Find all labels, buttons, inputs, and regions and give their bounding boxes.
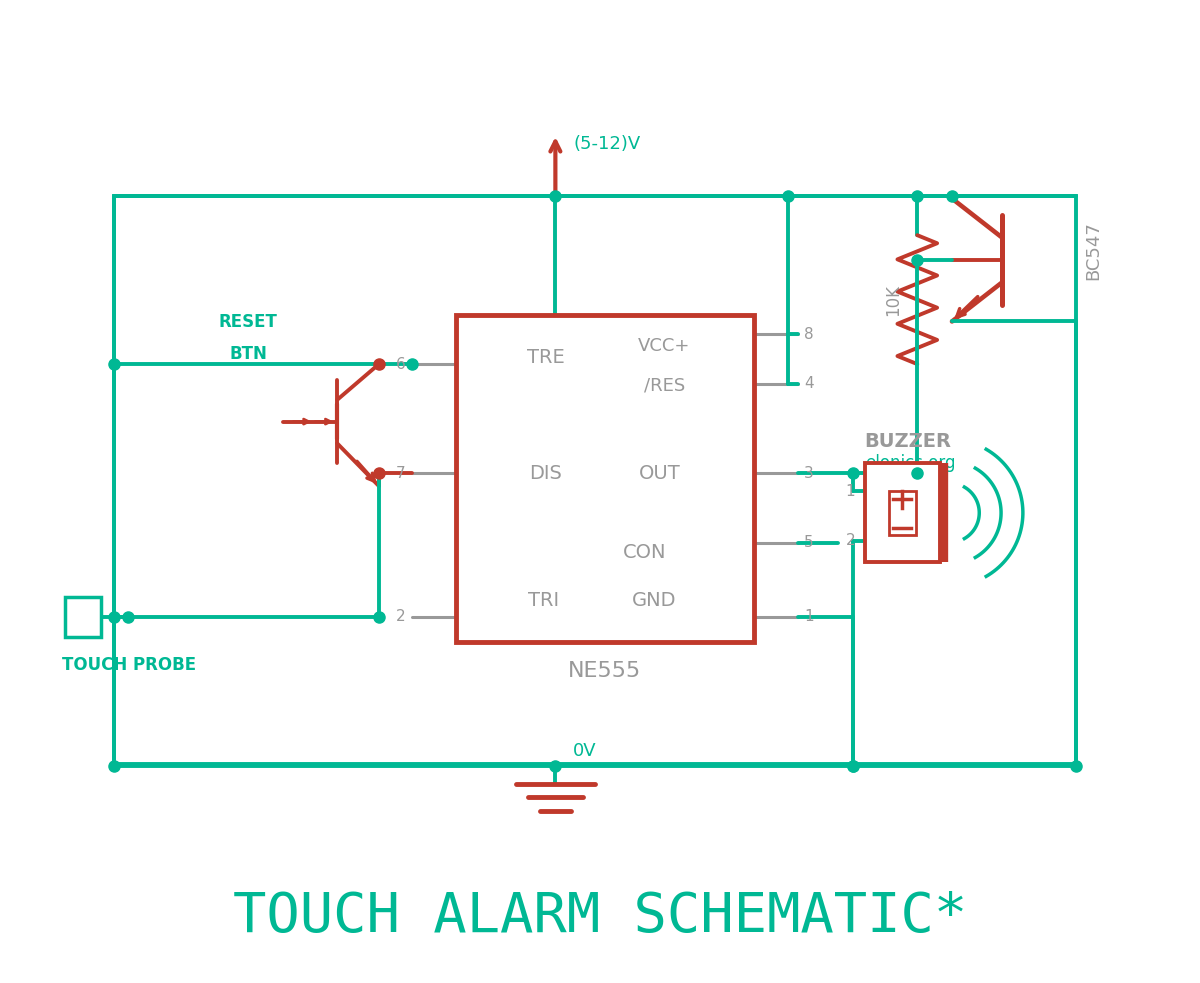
Bar	[865, 463, 940, 562]
Text: BTN: BTN	[229, 345, 266, 363]
Text: TRI: TRI	[528, 591, 559, 609]
Text: 6: 6	[396, 357, 406, 372]
Text: GND: GND	[632, 591, 677, 609]
Text: TOUCH ALARM SCHEMATIC*: TOUCH ALARM SCHEMATIC*	[233, 891, 967, 945]
Text: elonics.org: elonics.org	[865, 454, 955, 472]
Text: TRE: TRE	[527, 348, 564, 367]
Text: VCC+: VCC+	[638, 337, 691, 355]
Text: DIS: DIS	[529, 464, 562, 483]
Text: 2: 2	[396, 609, 406, 624]
Text: OUT: OUT	[638, 464, 680, 483]
Text: 8: 8	[804, 326, 814, 342]
Text: BC547: BC547	[1084, 220, 1102, 279]
Text: (5-12)V: (5-12)V	[574, 135, 641, 153]
Text: RESET: RESET	[218, 314, 277, 331]
Text: 2: 2	[846, 533, 856, 549]
Text: 5: 5	[804, 535, 814, 550]
Text: 1: 1	[804, 609, 814, 624]
Text: 10K: 10K	[884, 284, 902, 316]
Bar	[456, 315, 754, 642]
Text: CON: CON	[623, 543, 666, 562]
Bar	[888, 491, 917, 535]
Text: TOUCH PROBE: TOUCH PROBE	[61, 656, 196, 673]
Text: NE555: NE555	[569, 662, 642, 681]
Bar	[114, 196, 1076, 764]
Text: 1: 1	[846, 484, 856, 498]
Text: 3: 3	[804, 466, 814, 481]
Text: 4: 4	[804, 376, 814, 391]
Text: BUZZER: BUZZER	[864, 432, 950, 451]
Text: /RES: /RES	[644, 376, 685, 395]
Text: 0V: 0V	[574, 742, 596, 760]
Text: 7: 7	[396, 466, 406, 481]
Bar	[65, 597, 101, 637]
